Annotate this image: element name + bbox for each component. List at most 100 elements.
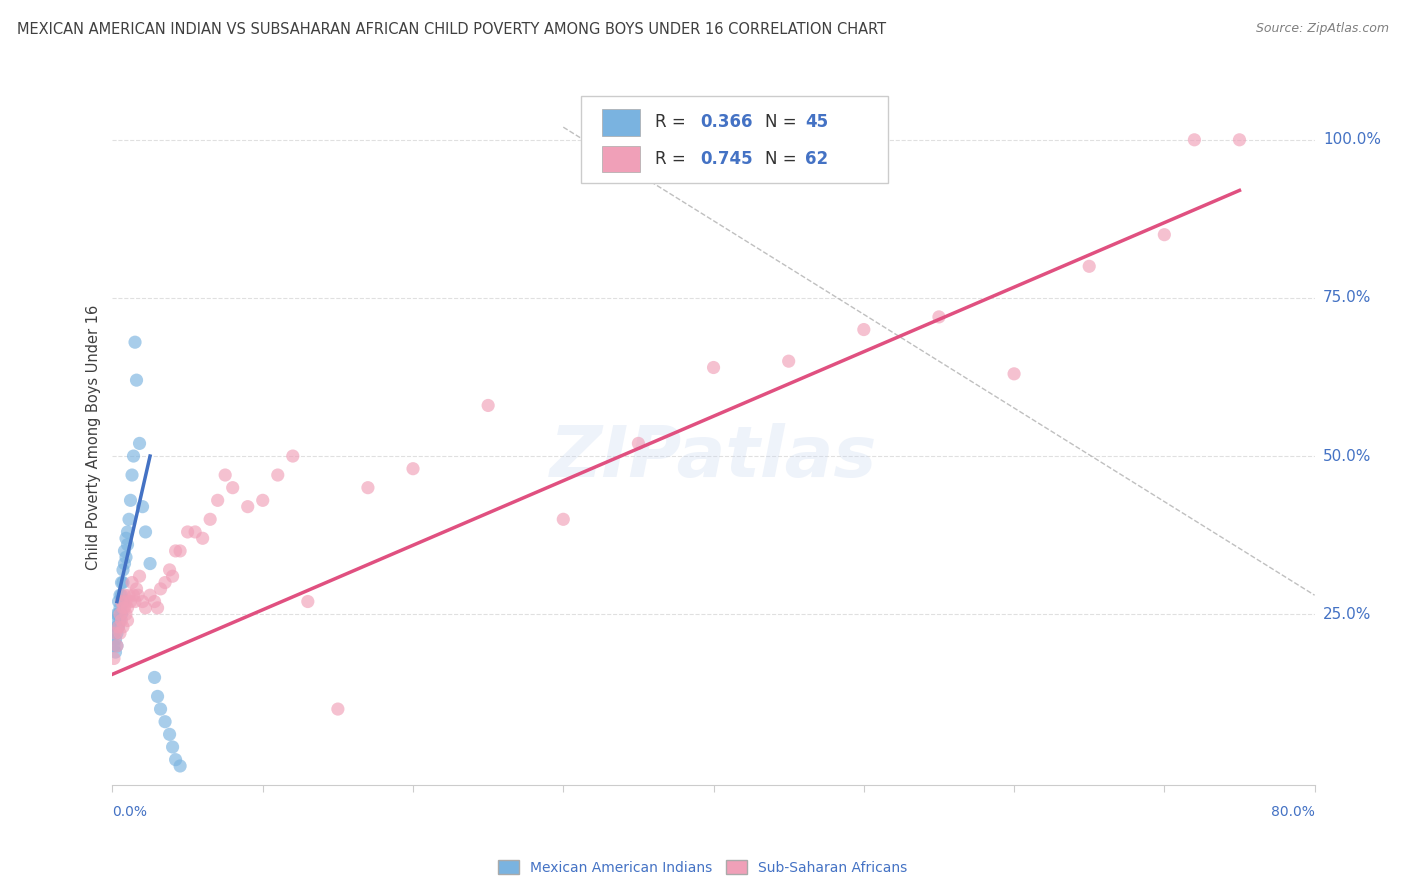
Point bbox=[117, 524, 139, 539]
Point bbox=[104, 614, 127, 628]
Point bbox=[627, 436, 650, 450]
Legend: Mexican American Indians, Sub-Saharan Africans: Mexican American Indians, Sub-Saharan Af… bbox=[494, 855, 912, 880]
Point bbox=[191, 531, 214, 545]
FancyBboxPatch shape bbox=[581, 96, 887, 183]
Text: 0.366: 0.366 bbox=[700, 113, 752, 131]
Point bbox=[149, 582, 172, 596]
Point bbox=[1078, 260, 1101, 274]
Text: N =: N = bbox=[765, 150, 801, 169]
Point bbox=[107, 607, 129, 622]
Point bbox=[128, 569, 150, 583]
Point bbox=[115, 531, 138, 545]
Point bbox=[122, 588, 145, 602]
Point bbox=[103, 639, 125, 653]
Point bbox=[357, 481, 380, 495]
Point bbox=[143, 670, 166, 684]
Text: 50.0%: 50.0% bbox=[1323, 449, 1371, 464]
Point bbox=[107, 594, 129, 608]
Point bbox=[114, 557, 136, 571]
Text: 45: 45 bbox=[804, 113, 828, 131]
Point bbox=[121, 468, 143, 483]
Point bbox=[1184, 133, 1206, 147]
Point bbox=[1153, 227, 1175, 242]
Point bbox=[702, 360, 725, 375]
Point bbox=[108, 607, 131, 622]
Point bbox=[553, 512, 575, 526]
Point bbox=[169, 759, 191, 773]
Point bbox=[110, 588, 132, 602]
Point bbox=[105, 607, 128, 622]
Point bbox=[1002, 367, 1025, 381]
Point bbox=[114, 588, 136, 602]
Point bbox=[131, 500, 153, 514]
Point bbox=[162, 569, 184, 583]
Point bbox=[118, 588, 141, 602]
Point bbox=[111, 600, 134, 615]
Point bbox=[104, 626, 127, 640]
Point bbox=[105, 639, 128, 653]
Point bbox=[326, 702, 349, 716]
Point bbox=[115, 550, 138, 565]
Text: MEXICAN AMERICAN INDIAN VS SUBSAHARAN AFRICAN CHILD POVERTY AMONG BOYS UNDER 16 : MEXICAN AMERICAN INDIAN VS SUBSAHARAN AF… bbox=[17, 22, 886, 37]
Point bbox=[267, 468, 290, 483]
Point bbox=[103, 626, 125, 640]
Point bbox=[117, 600, 139, 615]
Point bbox=[297, 594, 319, 608]
Point bbox=[135, 600, 157, 615]
Point bbox=[110, 594, 132, 608]
Point bbox=[118, 512, 141, 526]
Point bbox=[159, 727, 181, 741]
Text: 100.0%: 100.0% bbox=[1323, 132, 1381, 147]
Text: R =: R = bbox=[655, 150, 690, 169]
Point bbox=[135, 524, 157, 539]
Point bbox=[105, 639, 128, 653]
Point bbox=[236, 500, 259, 514]
Point bbox=[214, 468, 236, 483]
Point bbox=[159, 563, 181, 577]
Text: 0.0%: 0.0% bbox=[112, 805, 148, 819]
Text: N =: N = bbox=[765, 113, 801, 131]
Point bbox=[207, 493, 229, 508]
Point bbox=[852, 322, 875, 336]
Point bbox=[153, 714, 176, 729]
Point bbox=[153, 575, 176, 590]
Point bbox=[104, 632, 127, 647]
Point bbox=[125, 373, 148, 387]
Point bbox=[104, 645, 127, 659]
Point bbox=[121, 575, 143, 590]
Point bbox=[252, 493, 274, 508]
Point bbox=[111, 620, 134, 634]
Text: 75.0%: 75.0% bbox=[1323, 291, 1371, 305]
Point bbox=[115, 607, 138, 622]
Text: 25.0%: 25.0% bbox=[1323, 607, 1371, 622]
Point bbox=[139, 588, 162, 602]
Point bbox=[108, 600, 131, 615]
Point bbox=[108, 588, 131, 602]
FancyBboxPatch shape bbox=[602, 109, 640, 136]
Point bbox=[281, 449, 304, 463]
Point bbox=[114, 544, 136, 558]
Point bbox=[146, 690, 169, 704]
Point bbox=[108, 614, 131, 628]
Point bbox=[131, 594, 153, 608]
Point bbox=[198, 512, 221, 526]
Point bbox=[114, 600, 136, 615]
Point bbox=[169, 544, 191, 558]
Point bbox=[111, 575, 134, 590]
Point bbox=[402, 461, 425, 475]
Text: R =: R = bbox=[655, 113, 690, 131]
Point bbox=[108, 626, 131, 640]
Point bbox=[928, 310, 950, 324]
Point bbox=[176, 524, 198, 539]
Point bbox=[139, 557, 162, 571]
Point bbox=[162, 739, 184, 754]
Point bbox=[149, 702, 172, 716]
Point bbox=[143, 594, 166, 608]
Point bbox=[107, 620, 129, 634]
Text: 0.745: 0.745 bbox=[700, 150, 754, 169]
Text: ZIPatlas: ZIPatlas bbox=[550, 424, 877, 492]
Point bbox=[122, 449, 145, 463]
Point bbox=[120, 493, 142, 508]
Point bbox=[184, 524, 207, 539]
Point bbox=[477, 399, 499, 413]
